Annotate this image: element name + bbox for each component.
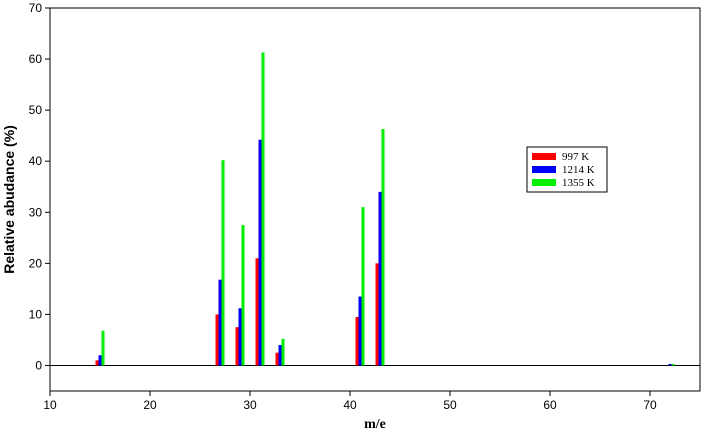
legend-label: 997 K xyxy=(562,151,589,163)
bars-group xyxy=(95,52,675,366)
bar xyxy=(281,338,285,366)
bar xyxy=(261,52,265,366)
legend-swatch xyxy=(532,166,556,173)
bar xyxy=(378,191,382,366)
plot-frame xyxy=(49,7,701,392)
bar xyxy=(101,330,105,366)
bar xyxy=(255,258,259,366)
x-tick-label: 60 xyxy=(543,398,557,412)
y-tick-label: 30 xyxy=(29,205,43,219)
bar xyxy=(668,363,672,366)
bar xyxy=(98,355,102,366)
x-axis: 10 20 30 40 50 60 70 xyxy=(43,391,657,412)
bar xyxy=(235,327,239,366)
x-tick-label: 50 xyxy=(443,398,457,412)
bar xyxy=(375,263,379,366)
bar xyxy=(278,345,282,366)
bar xyxy=(218,279,222,366)
bar xyxy=(95,360,99,366)
x-tick-label: 40 xyxy=(343,398,357,412)
x-axis-title: m/e xyxy=(364,417,386,432)
legend-swatch xyxy=(532,179,556,186)
legend-swatch xyxy=(532,153,556,160)
x-tick-label: 30 xyxy=(243,398,257,412)
y-axis-title: Relative abudance (%) xyxy=(1,125,17,274)
y-tick-label: 10 xyxy=(29,307,43,321)
x-tick-label: 70 xyxy=(643,398,657,412)
bar xyxy=(361,207,365,366)
x-tick-label: 20 xyxy=(143,398,157,412)
legend-label: 1355 K xyxy=(562,177,595,189)
x-tick-label: 10 xyxy=(43,398,57,412)
bar xyxy=(241,225,245,366)
bar xyxy=(238,308,242,366)
y-tick-label: 20 xyxy=(29,256,43,270)
legend-label: 1214 K xyxy=(562,164,595,176)
bar xyxy=(355,316,359,366)
bar xyxy=(671,363,675,366)
y-tick-label: 60 xyxy=(29,52,43,66)
bar xyxy=(381,129,385,366)
y-tick-label: 0 xyxy=(35,358,42,372)
bar xyxy=(275,352,279,366)
y-tick-label: 40 xyxy=(29,154,43,168)
bar xyxy=(258,139,262,366)
bar xyxy=(215,314,219,366)
y-tick-label: 50 xyxy=(29,103,43,117)
bar xyxy=(358,296,362,366)
y-tick-label: 70 xyxy=(29,1,43,15)
bar xyxy=(221,160,225,366)
y-axis: 0 10 20 30 40 50 60 70 xyxy=(29,1,50,372)
